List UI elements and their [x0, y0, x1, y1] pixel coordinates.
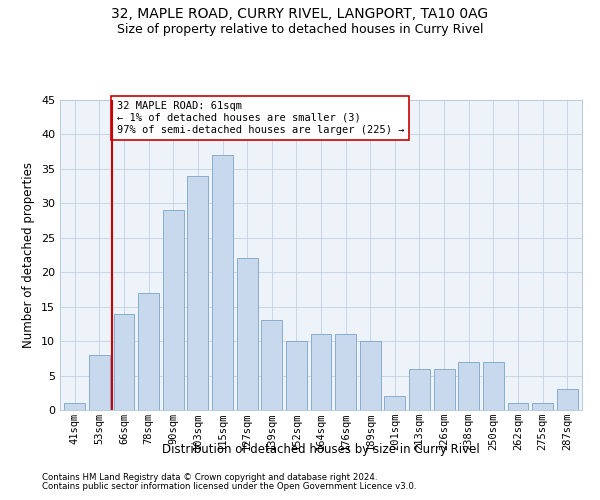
Bar — [138, 293, 159, 410]
Y-axis label: Number of detached properties: Number of detached properties — [22, 162, 35, 348]
Bar — [163, 210, 184, 410]
Text: Contains HM Land Registry data © Crown copyright and database right 2024.: Contains HM Land Registry data © Crown c… — [42, 472, 377, 482]
Bar — [187, 176, 208, 410]
Bar — [458, 362, 479, 410]
Text: 32 MAPLE ROAD: 61sqm
← 1% of detached houses are smaller (3)
97% of semi-detache: 32 MAPLE ROAD: 61sqm ← 1% of detached ho… — [116, 102, 404, 134]
Bar — [212, 155, 233, 410]
Bar — [261, 320, 282, 410]
Bar — [236, 258, 257, 410]
Bar — [360, 341, 381, 410]
Text: 32, MAPLE ROAD, CURRY RIVEL, LANGPORT, TA10 0AG: 32, MAPLE ROAD, CURRY RIVEL, LANGPORT, T… — [112, 8, 488, 22]
Bar — [557, 390, 578, 410]
Bar — [113, 314, 134, 410]
Bar — [89, 355, 110, 410]
Bar — [483, 362, 504, 410]
Bar — [434, 368, 455, 410]
Bar — [64, 403, 85, 410]
Bar — [532, 403, 553, 410]
Bar — [508, 403, 529, 410]
Bar — [385, 396, 406, 410]
Bar — [335, 334, 356, 410]
Bar — [409, 368, 430, 410]
Bar — [311, 334, 331, 410]
Text: Size of property relative to detached houses in Curry Rivel: Size of property relative to detached ho… — [117, 22, 483, 36]
Bar — [286, 341, 307, 410]
Text: Contains public sector information licensed under the Open Government Licence v3: Contains public sector information licen… — [42, 482, 416, 491]
Text: Distribution of detached houses by size in Curry Rivel: Distribution of detached houses by size … — [162, 442, 480, 456]
